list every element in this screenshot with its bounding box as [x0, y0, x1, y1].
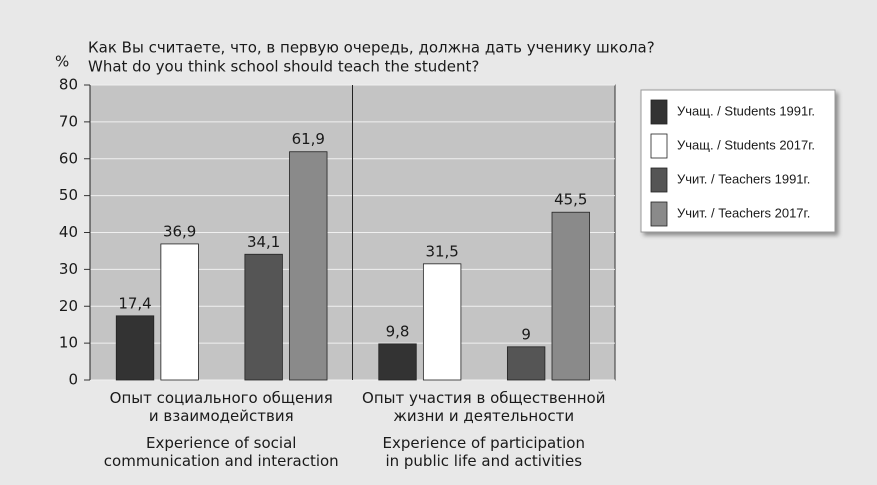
bar [506, 346, 546, 381]
x-tick-translation: Experience of social communication and in… [104, 434, 339, 470]
legend-swatch [650, 201, 668, 227]
data-label: 36,9 [163, 222, 196, 240]
bar [160, 243, 199, 381]
bar [289, 151, 328, 381]
data-label: 31,5 [425, 242, 458, 260]
data-label: 9,8 [386, 322, 410, 340]
y-tick-label: 20 [59, 297, 78, 315]
bar [551, 211, 590, 381]
legend-swatch [650, 133, 668, 159]
legend-label: Учащ. / Students 1991г. [677, 103, 815, 118]
y-tick-label: 80 [59, 76, 78, 94]
bar [422, 263, 462, 381]
x-tick-translation: Experience of participation in public lif… [383, 434, 585, 470]
bar [115, 315, 155, 381]
legend-swatch [650, 167, 668, 193]
data-label: 17,4 [118, 294, 151, 312]
data-label: 45,5 [554, 191, 587, 209]
legend-label: Учит. / Teachers 1991г. [677, 171, 810, 186]
data-label: 34,1 [247, 233, 280, 251]
y-tick-label: 60 [59, 149, 78, 167]
y-tick-label: 70 [59, 112, 78, 130]
x-tick-label: Опыт социального общения и взаимодействия [110, 389, 333, 425]
legend-box [640, 89, 836, 233]
chart-title: Как Вы считаете, что, в первую очередь, … [88, 39, 655, 57]
legend-label: Учащ. / Students 2017г. [677, 137, 815, 152]
y-tick-label: 0 [68, 371, 78, 389]
legend-swatch [650, 99, 668, 125]
y-tick-label: 30 [59, 260, 78, 278]
data-label: 61,9 [292, 130, 325, 148]
y-tick-label: 10 [59, 334, 78, 352]
x-tick-label: Опыт участия в общественной жизни и деяте… [362, 389, 605, 425]
bar [244, 253, 283, 381]
bar [378, 343, 417, 381]
chart-subtitle: What do you think school should teach th… [88, 58, 479, 76]
y-tick-label: 40 [59, 223, 78, 241]
y-axis-label: % [55, 53, 69, 71]
y-tick-label: 50 [59, 186, 78, 204]
data-label: 9 [521, 325, 531, 343]
legend-label: Учит. / Teachers 2017г. [677, 205, 810, 220]
